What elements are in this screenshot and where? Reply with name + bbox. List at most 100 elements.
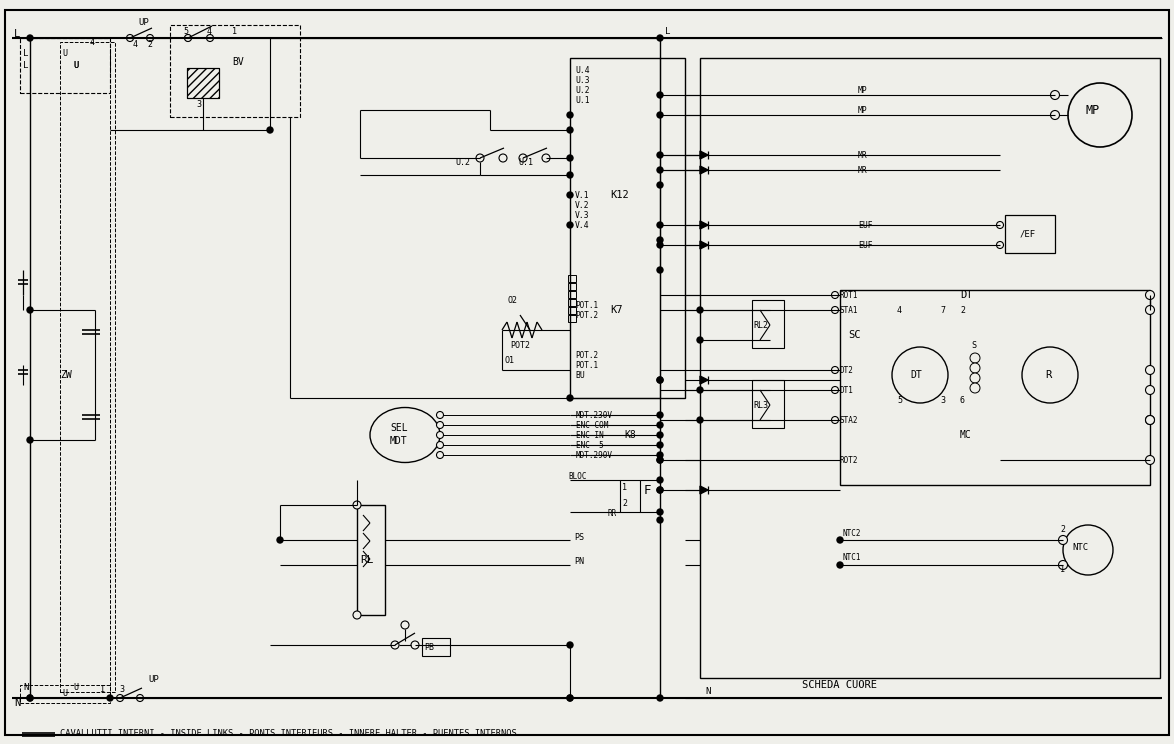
Circle shape [831,367,838,373]
Circle shape [657,412,663,418]
Bar [571,58,684,398]
Circle shape [1059,536,1067,545]
Circle shape [657,267,663,273]
Text: ROT2: ROT2 [841,455,858,464]
Bar [60,42,115,692]
Text: U: U [62,688,67,698]
Text: DT: DT [910,370,922,380]
Bar [1005,215,1055,253]
Text: O2: O2 [508,295,518,304]
Text: MP: MP [1086,103,1100,117]
Circle shape [567,172,573,178]
Circle shape [657,242,663,248]
Text: POT.2: POT.2 [575,350,598,359]
Circle shape [567,192,573,198]
Text: V.3: V.3 [575,211,589,219]
Circle shape [831,386,838,394]
Circle shape [1059,560,1067,569]
Bar [568,275,576,282]
Circle shape [657,152,663,158]
Bar [753,300,784,348]
Text: K7: K7 [610,305,622,315]
Circle shape [970,363,980,373]
Text: ENC -5: ENC -5 [576,440,603,449]
Circle shape [437,452,444,458]
Circle shape [657,442,663,448]
Text: U: U [62,48,67,57]
Bar [568,291,576,298]
Text: U.4: U.4 [575,65,589,74]
Text: V.4: V.4 [575,220,589,229]
Circle shape [1023,347,1078,403]
Bar [357,505,385,615]
Text: 5: 5 [897,396,902,405]
Bar [568,299,576,306]
Text: N: N [706,687,710,696]
Text: DT1: DT1 [841,385,853,394]
Circle shape [27,695,33,701]
Circle shape [127,34,134,42]
Circle shape [997,222,1004,228]
Circle shape [519,154,527,162]
Text: F: F [645,484,652,496]
Circle shape [1146,385,1154,394]
Circle shape [567,127,573,133]
Text: DT: DT [960,290,972,300]
Text: SCHEDA CUORE: SCHEDA CUORE [803,680,877,690]
Text: MDT: MDT [390,436,407,446]
Circle shape [697,337,703,343]
Text: SC: SC [848,330,861,340]
Circle shape [831,307,838,313]
Bar [753,380,784,428]
Text: PN: PN [574,557,583,566]
Circle shape [657,457,663,463]
Circle shape [567,695,573,701]
Text: MP: MP [858,106,868,115]
Text: 2: 2 [622,499,627,508]
Text: 2: 2 [960,306,965,315]
Text: BLOC: BLOC [568,472,587,481]
Circle shape [437,411,444,418]
Circle shape [1068,83,1132,147]
Polygon shape [700,166,708,174]
Text: N: N [14,698,20,708]
Circle shape [657,452,663,458]
Circle shape [542,154,549,162]
Circle shape [437,422,444,429]
Circle shape [657,377,663,383]
Circle shape [567,112,573,118]
Polygon shape [700,221,708,229]
Text: U.2: U.2 [575,86,589,94]
Text: 6: 6 [960,396,965,405]
Circle shape [657,695,663,701]
Text: UP: UP [148,676,158,684]
Text: L: L [23,48,28,57]
Circle shape [107,695,113,701]
Bar [700,58,1160,678]
Text: ENC COM: ENC COM [576,420,608,429]
Polygon shape [700,486,708,494]
Text: R: R [1045,370,1051,380]
Circle shape [697,417,703,423]
Text: RL2: RL2 [753,321,768,330]
Circle shape [567,695,573,701]
Text: L: L [14,29,20,39]
Text: RR: RR [608,508,618,518]
Text: CAVALLUTTI INTERNI - INSIDE LINKS - PONTS INTERIEURS - INNERE HALTER - PUENTES I: CAVALLUTTI INTERNI - INSIDE LINKS - PONT… [60,730,517,739]
Text: MR: MR [858,150,868,159]
Circle shape [1146,415,1154,425]
Circle shape [997,242,1004,248]
Text: V.2: V.2 [575,200,589,210]
Text: MC: MC [960,430,972,440]
Circle shape [970,353,980,363]
Text: /EF: /EF [1020,229,1037,239]
Text: L: L [664,27,670,36]
Text: RL: RL [360,555,373,565]
Circle shape [657,487,663,493]
Bar [421,638,450,656]
Text: EUF: EUF [858,220,872,229]
Text: 3: 3 [119,685,124,694]
Text: MDT.230V: MDT.230V [576,411,613,420]
Text: K8: K8 [625,430,636,440]
Text: ROT1: ROT1 [841,290,858,300]
